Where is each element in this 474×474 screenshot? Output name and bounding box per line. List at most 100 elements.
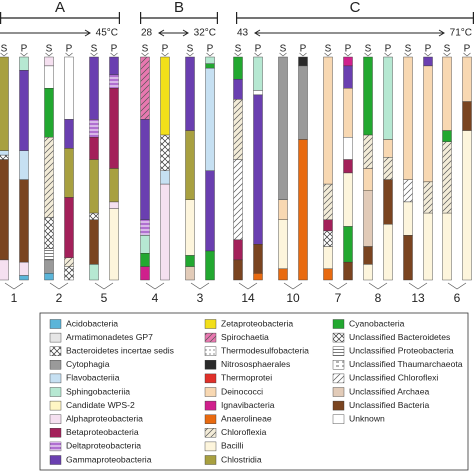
- bar-segment: [44, 65, 54, 89]
- bar-segment: [363, 190, 373, 247]
- bar-segment: [19, 70, 29, 151]
- bar-segment: [343, 137, 353, 160]
- legend-swatch: [49, 319, 62, 329]
- bar-tick: [384, 52, 392, 57]
- legend-swatch: [49, 441, 62, 452]
- bar-tick: [364, 52, 372, 57]
- site-marker: [49, 282, 69, 290]
- legend-swatch: [332, 373, 345, 384]
- bar-segment: [462, 56, 472, 102]
- site-label: 6: [454, 291, 461, 305]
- bar-segment: [44, 217, 54, 249]
- bar-segment: [403, 179, 413, 203]
- legend-label: Candidate WPS-2: [66, 400, 135, 410]
- bar-label: P: [255, 44, 262, 55]
- bar-segment: [442, 130, 452, 142]
- legend-swatch: [204, 455, 217, 465]
- bar-segment: [383, 139, 393, 158]
- legend-swatch: [49, 332, 62, 343]
- legend-swatch: [332, 414, 345, 424]
- bar-segment: [343, 261, 353, 281]
- temperature-label: 43: [237, 28, 249, 39]
- arrow-head: [84, 29, 91, 37]
- arrow-head: [182, 29, 189, 37]
- temperature-label: 28: [141, 28, 153, 39]
- legend-swatch: [204, 400, 217, 411]
- bar-label: P: [300, 44, 307, 55]
- bar-segment: [160, 170, 170, 185]
- group-label: C: [350, 0, 361, 16]
- bar-tick: [344, 52, 352, 57]
- bar-segment: [89, 159, 99, 214]
- bar-segment: [109, 208, 119, 281]
- bar-segment: [253, 56, 263, 91]
- legend-label: Unclassified Proteobacteria: [349, 345, 454, 355]
- site-marker: [447, 282, 467, 290]
- bar-label: P: [464, 44, 471, 55]
- temperature-label: 32°C: [194, 28, 216, 39]
- bar-label: P: [111, 44, 118, 55]
- bar-segment: [0, 159, 9, 261]
- bar-tick: [65, 52, 73, 57]
- legend-label: Chloroflexia: [221, 427, 267, 437]
- bar-segment: [323, 268, 333, 281]
- bar-segment: [89, 137, 99, 160]
- bar-segment: [403, 201, 413, 236]
- bar-segment: [298, 139, 308, 281]
- temperature-label: 45°C: [96, 28, 118, 39]
- bar-segment: [323, 56, 333, 185]
- site-label: 7: [335, 291, 342, 305]
- legend-label: Bacilli: [221, 441, 244, 451]
- legend-swatch: [332, 332, 345, 343]
- bar-segment: [278, 199, 288, 220]
- bar-segment: [89, 264, 99, 281]
- legend-swatch: [49, 455, 62, 465]
- bar-segment: [462, 130, 472, 281]
- bar-segment: [140, 219, 150, 236]
- legend-label: Cytophagia: [66, 359, 110, 369]
- bar-segment: [140, 119, 150, 220]
- site-marker: [368, 282, 388, 290]
- bar-label: S: [142, 44, 149, 55]
- bar-segment: [383, 224, 393, 281]
- bar-label: S: [444, 44, 451, 55]
- legend-label: Unclassified Bacteroidetes: [349, 332, 450, 342]
- bar-segment: [160, 56, 170, 136]
- bar-segment: [44, 56, 54, 67]
- legend-swatch: [49, 373, 62, 384]
- site-label: 13: [411, 291, 425, 305]
- bar-segment: [363, 246, 373, 265]
- bar-segment: [19, 275, 29, 281]
- bar-segment: [140, 56, 150, 120]
- bar-tick: [206, 52, 214, 57]
- bar-segment: [205, 170, 215, 252]
- legend-label: Zetaproteobacteria: [221, 318, 293, 328]
- bar-segment: [423, 56, 433, 67]
- bar-segment: [19, 261, 29, 276]
- bar-label: P: [21, 44, 28, 55]
- legend-label: Bacteroidetes incertae sedis: [66, 345, 174, 355]
- bar-label: S: [46, 44, 53, 55]
- bar-label: S: [1, 44, 8, 55]
- bar-segment: [343, 172, 353, 227]
- bar-segment: [19, 56, 29, 71]
- legend-label: Unclassified Thaumarchaeota: [349, 359, 463, 369]
- bar-label: P: [425, 44, 432, 55]
- legend-swatch: [49, 400, 62, 411]
- legend-swatch: [49, 346, 62, 356]
- bar-segment: [0, 150, 9, 156]
- bar-tick: [279, 52, 287, 57]
- bar-segment: [363, 56, 373, 136]
- bar-segment: [343, 65, 353, 89]
- bar-segment: [44, 137, 54, 218]
- bar-label: S: [280, 44, 287, 55]
- legend-swatch: [204, 373, 217, 384]
- site-marker: [238, 282, 258, 290]
- bar-segment: [64, 148, 74, 198]
- site-marker: [190, 282, 210, 290]
- site-label: 3: [197, 291, 204, 305]
- legend-label: Sphingobacteriia: [66, 386, 130, 396]
- legend-swatch: [204, 428, 217, 438]
- bar-segment: [233, 99, 243, 160]
